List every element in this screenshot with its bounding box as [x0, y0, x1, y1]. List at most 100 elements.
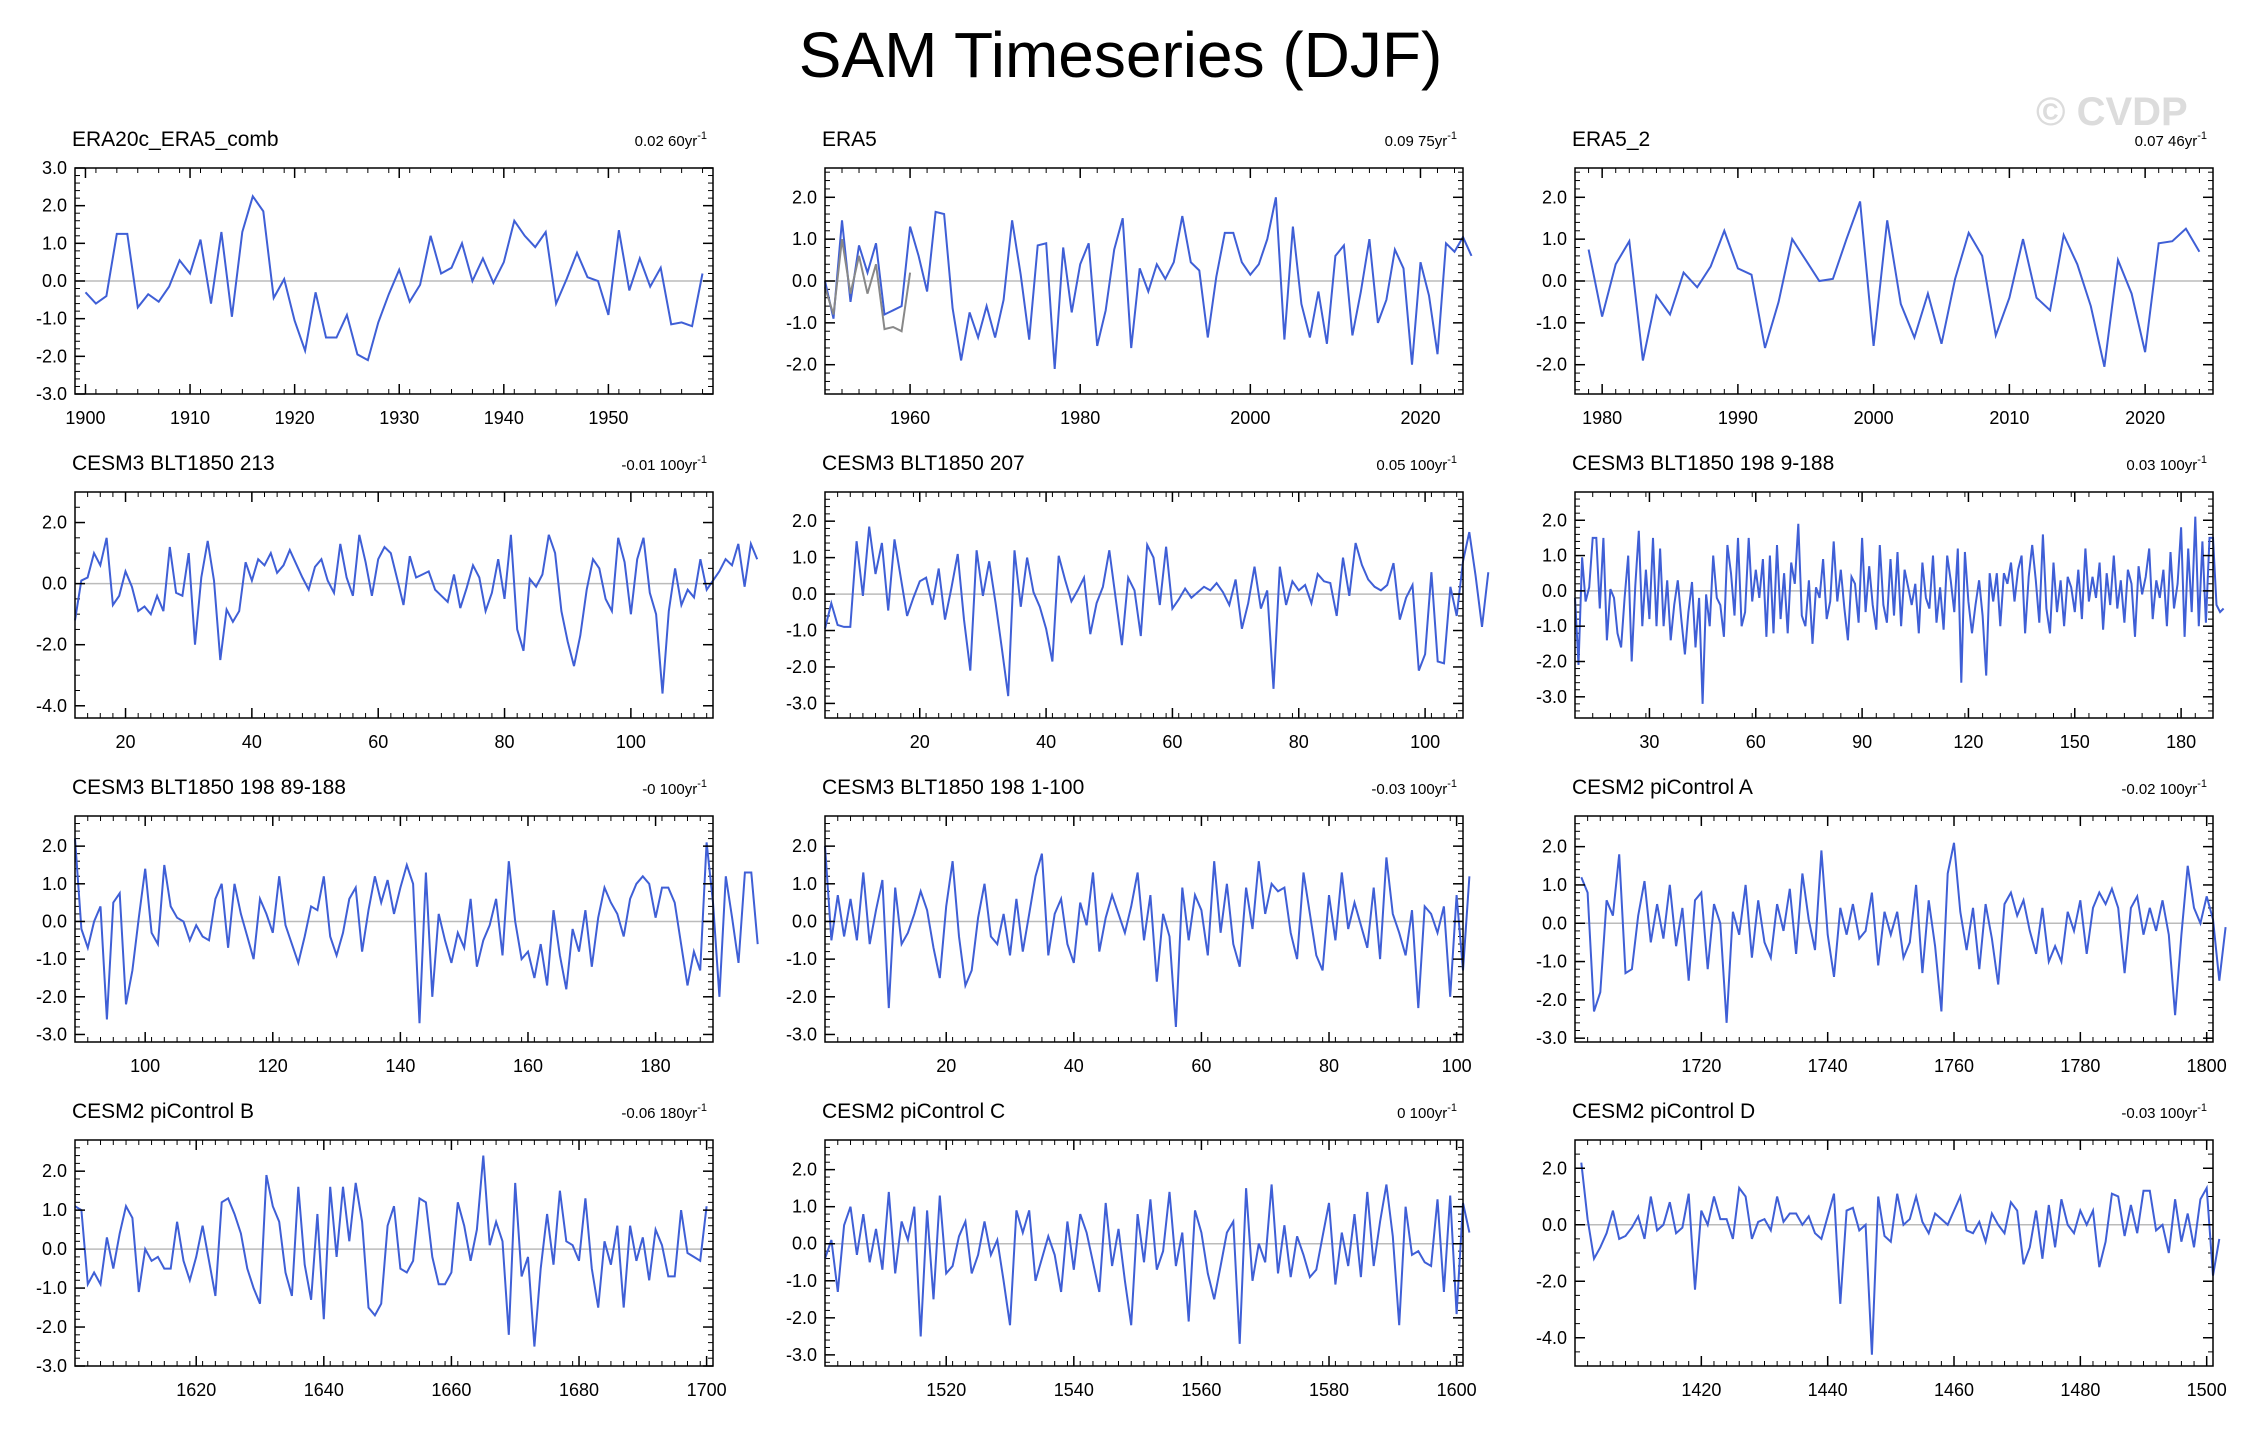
trend-label: 0.03 100yr-1: [2126, 454, 2207, 474]
x-tick-label: 1600: [1437, 1380, 1477, 1400]
series-line: [84, 194, 704, 362]
trend-label: -0.02 100yr-1: [2121, 778, 2207, 798]
y-tick-label: 1.0: [792, 1197, 817, 1217]
x-tick-label: 2020: [1400, 408, 1440, 428]
trend-label: -0 100yr-1: [642, 778, 707, 798]
y-tick-label: 2.0: [792, 836, 817, 856]
y-tick-label: -4.0: [36, 696, 67, 716]
y-tick-label: 1.0: [792, 229, 817, 249]
series-line: [824, 846, 1471, 1027]
y-tick-label: 1.0: [42, 1200, 67, 1220]
page-title: SAM Timeseries (DJF): [798, 19, 1443, 91]
series-line: [1574, 516, 2225, 704]
trend-value: -0.06 180yr: [621, 1105, 697, 1122]
x-tick-label: 40: [242, 732, 262, 752]
y-tick-label: 3.0: [42, 158, 67, 178]
x-tick-label: 1990: [1718, 408, 1758, 428]
plot-frame: [824, 815, 1464, 1043]
x-tick-label: 1620: [176, 1380, 216, 1400]
y-tick-label: -1.0: [36, 949, 67, 969]
y-tick-label: -3.0: [36, 1356, 67, 1376]
y-tick-label: 2.0: [1542, 837, 1567, 857]
panel-2: 1960 1980 2000 2020 2.0 1.0 0.0 -1.0 -2.0 ERA5 0.0…: [786, 128, 1473, 428]
y-tick-label: 1.0: [792, 548, 817, 568]
x-tick-label: 40: [1064, 1056, 1084, 1076]
y-tick-label: 1.0: [42, 874, 67, 894]
y-tick-label: 2.0: [42, 1161, 67, 1181]
series-line: [1580, 1162, 2221, 1355]
y-tick-label: 0.0: [1542, 1215, 1567, 1235]
panel-title: ERA5_2: [1572, 128, 1650, 151]
y-tick-label: -3.0: [1536, 687, 1567, 707]
trend-label: -0.03 100yr-1: [2121, 1102, 2207, 1122]
x-tick-label: 1700: [687, 1380, 727, 1400]
x-tick-label: 1500: [2187, 1380, 2227, 1400]
x-tick-label: 1950: [588, 408, 628, 428]
x-tick-label: 20: [910, 732, 930, 752]
panel-7: 100 120 140 160 180 2.0 1.0 0.0 -1.0 -2.0 -3.0 CESM…: [36, 776, 759, 1076]
y-tick-label: 2.0: [1542, 510, 1567, 530]
y-tick-label: -1.0: [36, 309, 67, 329]
trend-value: 0.03 100yr: [2126, 457, 2197, 474]
y-tick-label: 0.0: [1542, 913, 1567, 933]
x-tick-label: 1980: [1060, 408, 1100, 428]
panel-title: CESM2 piControl B: [72, 1100, 254, 1123]
y-tick-label: -2.0: [1536, 355, 1567, 375]
panel-9: 1720 1740 1760 1780 1800 2.0 1.0 0.0 -1.0 -2.0 -3.…: [1536, 776, 2227, 1076]
series-line: [1587, 201, 2201, 368]
x-tick-label: 120: [258, 1056, 288, 1076]
y-tick-label: 0.0: [792, 584, 817, 604]
panel-title: CESM3 BLT1850 198 89-188: [72, 776, 346, 799]
x-tick-label: 2000: [1230, 408, 1270, 428]
y-tick-label: 0.0: [792, 271, 817, 291]
x-tick-label: 100: [1442, 1056, 1472, 1076]
y-tick-label: 2.0: [42, 196, 67, 216]
panel-title: CESM3 BLT1850 198 9-188: [1572, 452, 1834, 475]
series-line: [74, 534, 759, 694]
trend-exponent: -1: [1447, 130, 1457, 142]
y-tick-label: -1.0: [786, 313, 817, 333]
x-tick-label: 2000: [1854, 408, 1894, 428]
watermark: © CVDP: [2036, 90, 2188, 134]
x-tick-label: 60: [1162, 732, 1182, 752]
panel-12: 1420 1440 1460 1480 1500 2.0 0.0 -2.0 -4.0 CESM2 …: [1536, 1100, 2227, 1400]
y-tick-label: 0.0: [42, 574, 67, 594]
y-tick-label: 1.0: [1542, 229, 1567, 249]
y-tick-label: 0.0: [42, 911, 67, 931]
y-tick-label: 0.0: [42, 1239, 67, 1259]
trend-value: -0.01 100yr: [621, 457, 697, 474]
trend-exponent: -1: [1447, 454, 1457, 466]
y-tick-label: -1.0: [1536, 616, 1567, 636]
y-tick-label: 2.0: [792, 511, 817, 531]
x-tick-label: 80: [1319, 1056, 1339, 1076]
y-tick-label: -3.0: [36, 1024, 67, 1044]
y-tick-label: 0.0: [792, 911, 817, 931]
plot-frame: [1574, 491, 2214, 719]
trend-value: 0.05 100yr: [1376, 457, 1447, 474]
x-tick-label: 2020: [2125, 408, 2165, 428]
trend-exponent: -1: [1447, 1102, 1457, 1114]
x-tick-label: 1780: [2060, 1056, 2100, 1076]
y-tick-label: -1.0: [786, 1271, 817, 1291]
y-tick-label: -1.0: [1536, 313, 1567, 333]
trend-value: -0.02 100yr: [2121, 781, 2197, 798]
series-line: [824, 197, 1473, 369]
series-line-secondary: [824, 238, 912, 333]
trend-value: -0 100yr: [642, 781, 697, 798]
x-tick-label: 100: [130, 1056, 160, 1076]
x-tick-label: 1580: [1309, 1380, 1349, 1400]
y-tick-label: -2.0: [36, 635, 67, 655]
trend-exponent: -1: [2197, 454, 2207, 466]
trend-value: -0.03 100yr: [1371, 781, 1447, 798]
y-tick-label: 0.0: [1542, 581, 1567, 601]
y-tick-label: 1.0: [1542, 546, 1567, 566]
y-tick-label: -2.0: [786, 987, 817, 1007]
trend-label: 0.02 60yr-1: [635, 130, 707, 150]
series-line: [74, 1155, 708, 1347]
y-tick-label: 2.0: [792, 1160, 817, 1180]
trend-label: 0.05 100yr-1: [1376, 454, 1457, 474]
y-tick-label: -2.0: [786, 657, 817, 677]
y-tick-label: -2.0: [36, 346, 67, 366]
y-tick-label: -3.0: [786, 1345, 817, 1365]
y-tick-label: -2.0: [1536, 990, 1567, 1010]
